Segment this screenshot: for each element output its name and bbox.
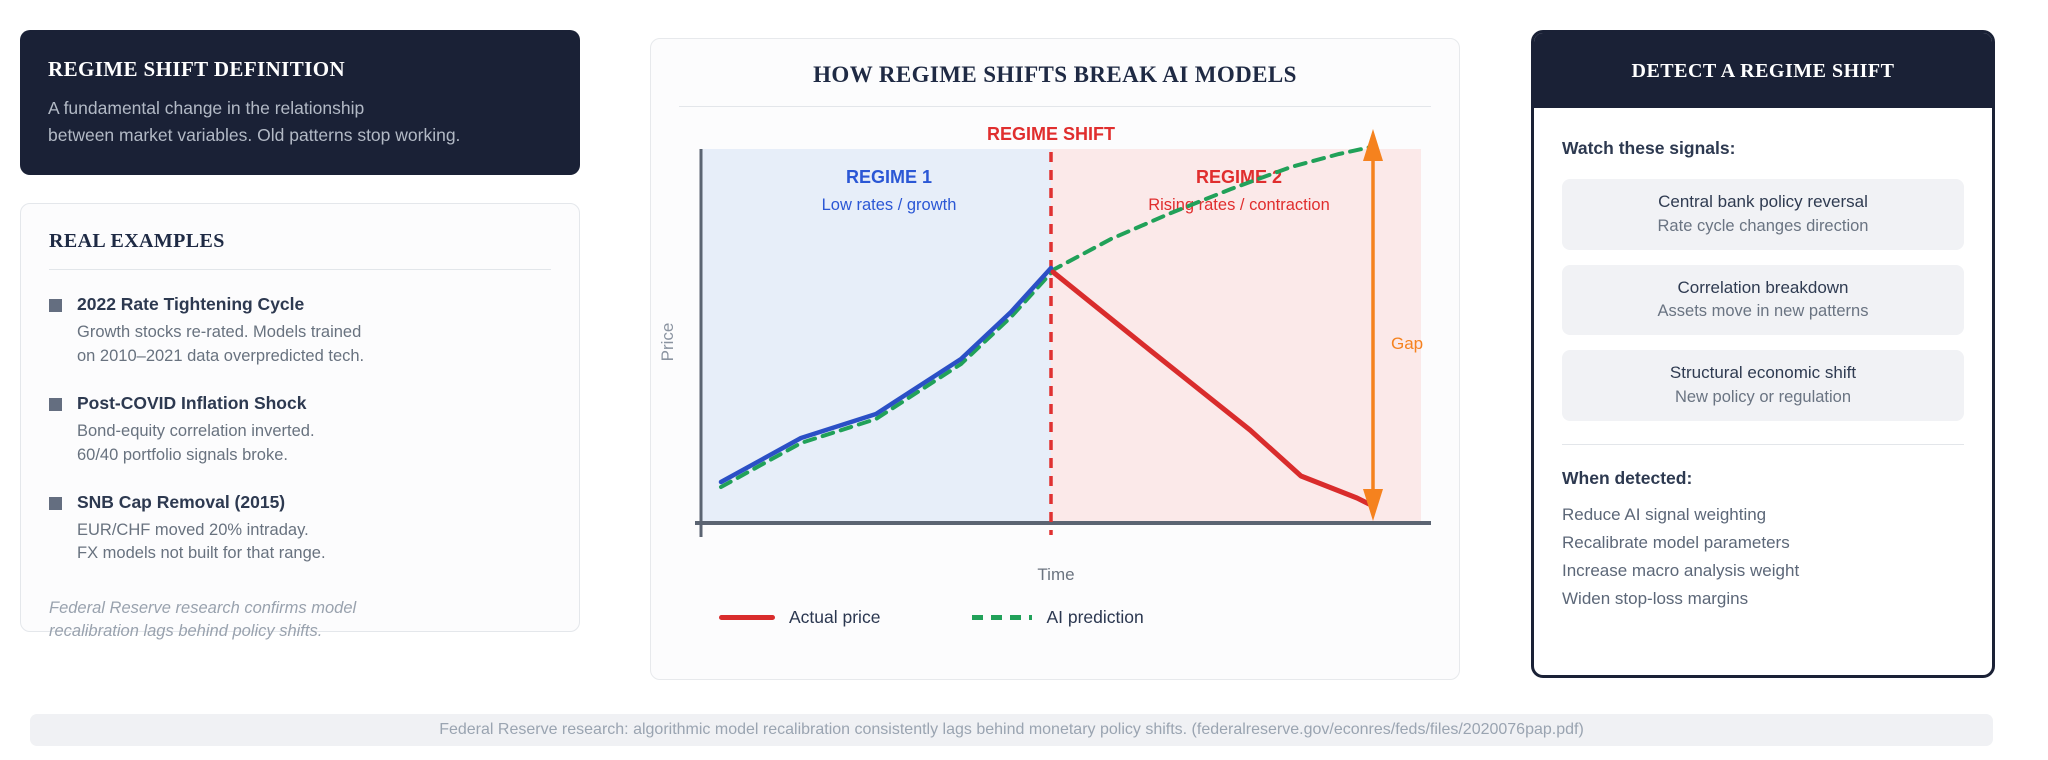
regime1-label: REGIME 1: [846, 167, 932, 187]
legend-prediction-label: AI prediction: [1046, 607, 1144, 627]
watch-signals-heading: Watch these signals:: [1562, 138, 1736, 158]
action-item: Reduce AI signal weighting: [1562, 504, 1767, 524]
examples-divider: [49, 269, 551, 271]
regime2-label: REGIME 2: [1196, 167, 1282, 187]
detect-divider: [1562, 443, 1964, 445]
square-bullet-icon: [49, 398, 62, 412]
examples-title: REAL EXAMPLES: [49, 230, 225, 253]
regime2-background: [1051, 149, 1421, 523]
example-desc-line: FX models not built for that range.: [77, 544, 326, 563]
regime1-sublabel: Low rates / growth: [822, 196, 957, 214]
research-note: Federal Reserve research confirms model r…: [49, 597, 551, 644]
actual-price-swatch-icon: [719, 615, 775, 620]
example-description: Bond-equity correlation inverted. 60/40 p…: [77, 420, 315, 467]
research-note-line: recalibration lags behind policy shifts.: [49, 622, 323, 641]
regime2-sublabel: Rising rates / contraction: [1148, 196, 1330, 214]
gap-label: Gap: [1391, 334, 1423, 353]
list-item: SNB Cap Removal (2015) EUR/CHF moved 20%…: [49, 492, 551, 566]
example-description: Growth stocks re-rated. Models trained on…: [77, 321, 364, 368]
signal-description: Assets move in new patterns: [1657, 302, 1869, 321]
chart-legend: Actual price AI prediction: [651, 607, 1459, 628]
example-desc-line: Bond-equity correlation inverted.: [77, 422, 315, 441]
ai-prediction-swatch-icon: [972, 615, 1033, 620]
detect-regime-shift-card: DETECT A REGIME SHIFT Watch these signal…: [1531, 30, 1995, 678]
definition-line-1: A fundamental change in the relationship: [48, 98, 365, 118]
actual-price-line-regime1: [718, 265, 1054, 485]
detect-card-header: DETECT A REGIME SHIFT: [1534, 33, 1992, 108]
action-item: Widen stop-loss margins: [1562, 588, 1749, 608]
regime-shift-definition-card: REGIME SHIFT DEFINITION A fundamental ch…: [20, 30, 580, 176]
gap-arrow-up-icon: [1363, 129, 1383, 161]
square-bullet-icon: [49, 299, 62, 313]
chart-title-divider: [679, 106, 1431, 107]
example-title: SNB Cap Removal (2015): [77, 491, 286, 512]
example-description: EUR/CHF moved 20% intraday. FX models not…: [77, 519, 326, 566]
action-item: Recalibrate model parameters: [1562, 532, 1790, 552]
detect-title: DETECT A REGIME SHIFT: [1631, 60, 1895, 82]
real-examples-card: REAL EXAMPLES 2022 Rate Tightening Cycle…: [20, 203, 580, 640]
time-axis-label: Time: [1037, 565, 1074, 584]
signal-description: Rate cycle changes direction: [1657, 216, 1869, 235]
example-desc-line: 60/40 portfolio signals broke.: [77, 445, 288, 464]
signal-title: Correlation breakdown: [1677, 277, 1849, 297]
definition-body: A fundamental change in the relationship…: [48, 95, 552, 149]
gap-arrow-down-icon: [1363, 489, 1383, 521]
example-title: 2022 Rate Tightening Cycle: [77, 294, 305, 315]
example-title: Post-COVID Inflation Shock: [77, 393, 307, 414]
legend-actual-label: Actual price: [789, 607, 881, 627]
actual-price-line-regime2: [1050, 269, 1372, 507]
example-desc-line: on 2010–2021 data overpredicted tech.: [77, 346, 365, 365]
ai-prediction-line-regime1: [719, 271, 1053, 489]
price-axis-label: Price: [658, 323, 677, 362]
research-note-line: Federal Reserve research confirms model: [49, 598, 357, 617]
regime-shift-label: REGIME SHIFT: [987, 124, 1115, 144]
list-item: 2022 Rate Tightening Cycle Growth stocks…: [49, 294, 551, 368]
when-detected-heading: When detected:: [1562, 467, 1693, 488]
regime-shift-chart: REGIME SHIFT REGIME 1 Low rates / growth…: [658, 124, 1431, 584]
example-desc-line: Growth stocks re-rated. Models trained: [77, 323, 362, 342]
example-desc-line: EUR/CHF moved 20% intraday.: [77, 520, 309, 539]
ai-prediction-line-regime2: [1049, 145, 1373, 273]
detect-card-body: Watch these signals: Central bank policy…: [1534, 108, 1992, 635]
signal-title: Central bank policy reversal: [1658, 192, 1868, 211]
chart-title: HOW REGIME SHIFTS BREAK AI MODELS: [813, 62, 1297, 87]
definition-title: REGIME SHIFT DEFINITION: [48, 57, 346, 81]
source-footer-text: Federal Reserve research: algorithmic mo…: [439, 721, 1584, 738]
signal-box-structural: Structural economic shift New policy or …: [1562, 350, 1964, 421]
signal-description: New policy or regulation: [1674, 387, 1852, 406]
square-bullet-icon: [49, 496, 62, 510]
definition-line-2: between market variables. Old patterns s…: [48, 125, 461, 146]
list-item: Post-COVID Inflation Shock Bond-equity c…: [49, 393, 551, 467]
regime-shift-chart-card: HOW REGIME SHIFTS BREAK AI MODELS REGIME…: [650, 38, 1460, 680]
signal-box-correlation: Correlation breakdown Assets move in new…: [1562, 264, 1964, 336]
left-column: REGIME SHIFT DEFINITION A fundamental ch…: [20, 30, 580, 640]
source-footer: Federal Reserve research: algorithmic mo…: [30, 714, 1993, 746]
signal-box-central-bank: Central bank policy reversal Rate cycle …: [1562, 179, 1964, 250]
action-item: Increase macro analysis weight: [1562, 560, 1800, 580]
signal-title: Structural economic shift: [1669, 363, 1857, 383]
